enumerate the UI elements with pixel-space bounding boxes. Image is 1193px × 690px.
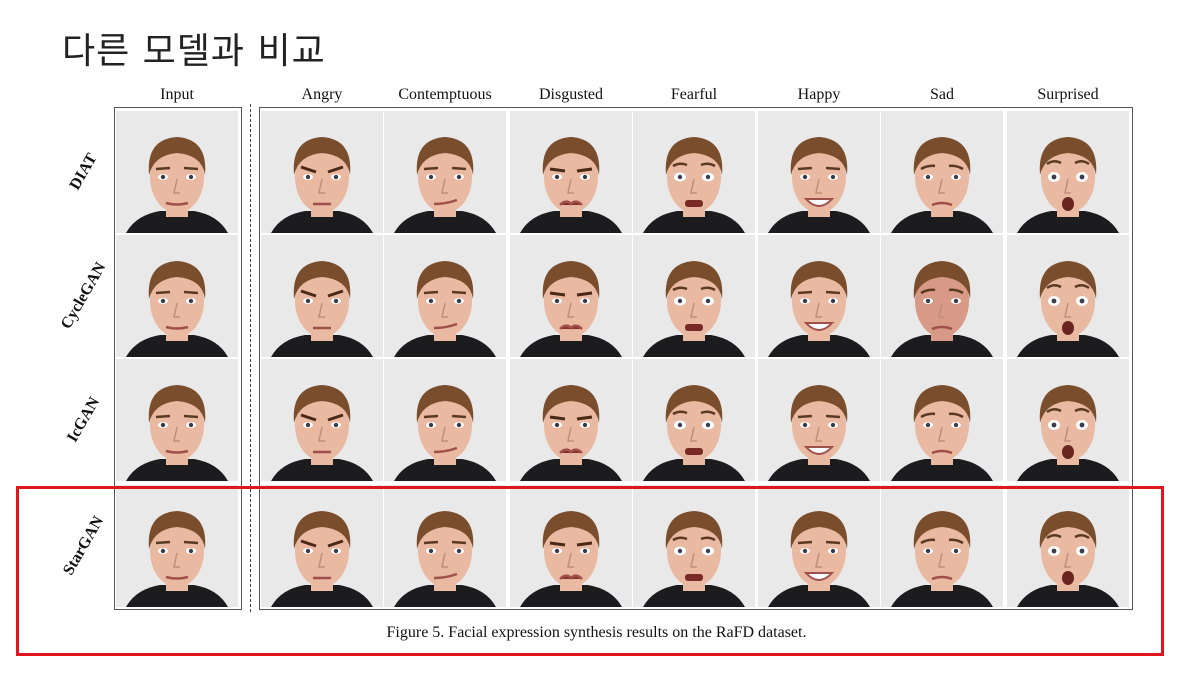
results-grid-frame bbox=[259, 107, 1133, 610]
row-label-diat: DIAT bbox=[66, 150, 101, 193]
stargan-highlight-box bbox=[16, 486, 1164, 656]
face-cyclegan-disgusted bbox=[510, 235, 632, 357]
face-stargan-surprised bbox=[1007, 485, 1129, 607]
column-header-angry: Angry bbox=[301, 86, 343, 103]
face-cyclegan-contemptuous bbox=[384, 235, 506, 357]
face-cyclegan-angry bbox=[261, 235, 383, 357]
input-column-frame bbox=[114, 107, 242, 610]
column-header-happy: Happy bbox=[797, 86, 841, 103]
column-header-fearful: Fearful bbox=[670, 86, 718, 103]
face-diat-sad bbox=[881, 111, 1003, 233]
face-diat-angry bbox=[261, 111, 383, 233]
face-icgan-disgusted bbox=[510, 359, 632, 481]
face-icgan-surprised bbox=[1007, 359, 1129, 481]
column-header-disgusted: Disgusted bbox=[539, 86, 603, 103]
face-stargan-fearful bbox=[633, 485, 755, 607]
column-header-contemptuous: Contemptuous bbox=[398, 86, 492, 103]
face-cyclegan-fearful bbox=[633, 235, 755, 357]
face-cyclegan-input bbox=[116, 235, 238, 357]
face-cyclegan-sad bbox=[881, 235, 1003, 357]
figure-caption: Figure 5. Facial expression synthesis re… bbox=[386, 624, 807, 641]
face-icgan-happy bbox=[758, 359, 880, 481]
column-header-sad: Sad bbox=[930, 86, 954, 103]
face-stargan-disgusted bbox=[510, 485, 632, 607]
face-diat-fearful bbox=[633, 111, 755, 233]
face-icgan-input bbox=[116, 359, 238, 481]
face-stargan-angry bbox=[261, 485, 383, 607]
face-cyclegan-surprised bbox=[1007, 235, 1129, 357]
face-diat-disgusted bbox=[510, 111, 632, 233]
face-stargan-happy bbox=[758, 485, 880, 607]
face-diat-contemptuous bbox=[384, 111, 506, 233]
face-diat-input bbox=[116, 111, 238, 233]
face-icgan-contemptuous bbox=[384, 359, 506, 481]
face-cyclegan-happy bbox=[758, 235, 880, 357]
face-stargan-input bbox=[116, 485, 238, 607]
face-stargan-sad bbox=[881, 485, 1003, 607]
row-label-cyclegan: CycleGAN bbox=[57, 259, 110, 332]
row-label-icgan: IcGAN bbox=[63, 394, 104, 446]
dashed-divider bbox=[250, 104, 251, 612]
face-icgan-angry bbox=[261, 359, 383, 481]
face-icgan-sad bbox=[881, 359, 1003, 481]
face-diat-surprised bbox=[1007, 111, 1129, 233]
face-diat-happy bbox=[758, 111, 880, 233]
slide-title: 다른 모델과 비교 bbox=[62, 31, 326, 72]
column-header-input: Input bbox=[160, 86, 194, 103]
column-header-surprised: Surprised bbox=[1037, 86, 1099, 103]
face-stargan-contemptuous bbox=[384, 485, 506, 607]
face-icgan-fearful bbox=[633, 359, 755, 481]
